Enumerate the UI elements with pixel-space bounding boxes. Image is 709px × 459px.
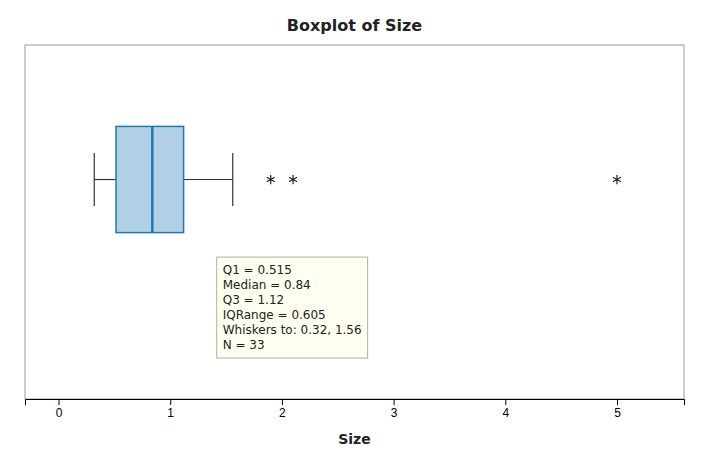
box	[116, 126, 184, 232]
annotation-text: Whiskers to: 0.32, 1.56	[223, 323, 362, 337]
x-tick: 1	[167, 399, 174, 420]
annotation-text: Q3 = 1.12	[223, 293, 284, 307]
x-tick: 2	[279, 399, 286, 420]
x-tick-label: 4	[502, 406, 509, 420]
x-tick-line	[170, 399, 171, 405]
annotation: Q1 = 0.515Median = 0.84Q3 = 1.12IQRange …	[217, 257, 368, 358]
whisker-low	[94, 179, 116, 180]
x-tick-label: 1	[167, 406, 174, 420]
median	[151, 126, 154, 232]
x-tick-line	[282, 399, 283, 405]
outlier	[267, 175, 275, 184]
x-tick: 5	[614, 399, 621, 420]
x-tick-line	[394, 399, 395, 405]
x-tick-label: 0	[56, 406, 63, 420]
outlier	[289, 175, 297, 184]
plot-frame	[25, 45, 684, 399]
x-tick-line	[59, 399, 60, 405]
plot-area: 0 1 2 3 4 5 Q1 = 0.515Median = 0.84Q3 = 1.12IQ…	[25, 45, 685, 420]
whisker-cap-low	[94, 153, 95, 206]
whisker-high	[184, 179, 233, 180]
x-axis-line	[26, 400, 685, 406]
x-tick: 4	[502, 399, 509, 420]
whisker-cap-high	[232, 153, 233, 206]
x-tick-label: 3	[391, 406, 398, 420]
annotation-box	[217, 257, 368, 358]
annotation-text: Median = 0.84	[223, 278, 311, 292]
x-tick-label: 5	[614, 406, 621, 420]
x-axis: 0 1 2 3 4 5	[26, 399, 685, 420]
annotation-text: IQRange = 0.605	[223, 308, 326, 322]
x-tick: 3	[391, 399, 398, 420]
x-tick-line	[617, 399, 618, 405]
x-axis-title: Size	[338, 431, 371, 447]
outlier	[613, 175, 621, 184]
x-tick-line	[505, 399, 506, 405]
title: Boxplot of Size	[287, 16, 423, 35]
marks	[94, 126, 621, 232]
annotation-text: Q1 = 0.515	[223, 263, 292, 277]
x-tick: 0	[56, 399, 63, 420]
x-tick-label: 2	[279, 406, 286, 420]
annotation-text: N = 33	[223, 338, 265, 352]
chart: 0 1 2 3 4 5 Q1 = 0.515Median = 0.84Q3 = 1.12IQ…	[0, 0, 709, 459]
